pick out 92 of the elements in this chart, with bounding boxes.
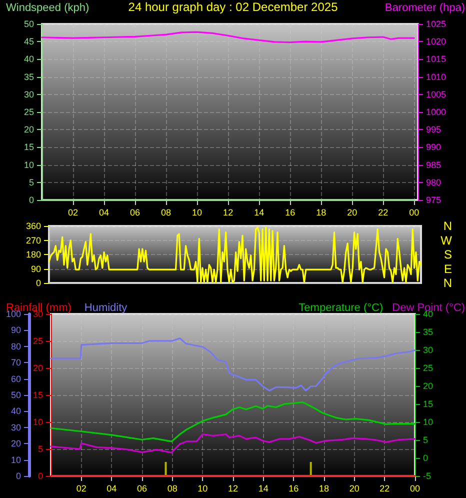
text: N: [443, 219, 452, 233]
y2-tick-label: 20: [423, 381, 434, 391]
y-tick-label: 5: [38, 444, 43, 454]
y2-tick-label: 985: [426, 160, 442, 170]
y2-tick-label: 5: [423, 435, 428, 445]
y-tick-label: 10: [32, 417, 43, 427]
y2-tick-label: 975: [426, 195, 442, 205]
y3-tick-label: 10: [10, 454, 21, 465]
x-tick-label: 14: [258, 484, 268, 494]
chart-title: 24 hour graph day : 02 December 2025: [128, 0, 338, 14]
x-tick-label: 22: [378, 208, 388, 218]
y-tick-label: 15: [24, 142, 34, 152]
text: Temperature (°C): [298, 302, 384, 314]
y2-tick-label: 995: [426, 124, 442, 135]
x-tick-label: 02: [76, 484, 86, 494]
line-series: [48, 226, 422, 284]
y-tick-label: 0: [38, 471, 43, 481]
x-tick-label: 10: [198, 484, 208, 494]
y3-tick-label: 100: [6, 309, 21, 319]
y2-tick-label: 1010: [426, 72, 446, 82]
line-series: [50, 338, 416, 392]
y-tick-label: 20: [24, 124, 34, 135]
x-tick-label: 18: [316, 208, 326, 218]
y-tick-label: 30: [24, 89, 34, 100]
y2-tick-label: 40: [423, 309, 434, 319]
y-tick-label: 50: [24, 19, 34, 29]
y2-tick-label: 25: [423, 363, 434, 373]
y-tick-label: 45: [24, 36, 34, 47]
x-tick-label: 08: [161, 208, 172, 218]
x-tick-label: 00: [410, 484, 420, 494]
y-tick-label: 90: [30, 264, 41, 274]
text: Humidity: [84, 302, 128, 314]
x-tick-label: 18: [318, 484, 330, 494]
y-tick-label: 270: [26, 235, 41, 246]
x-tick-label: 10: [192, 208, 202, 218]
y2-tick-label: 1025: [426, 19, 446, 29]
y2-tick-label: 10: [423, 417, 434, 427]
y-tick-label: 10: [24, 160, 34, 170]
text: Windspeed (kph): [6, 2, 90, 14]
y-tick-label: 0: [36, 278, 41, 288]
y2-tick-label: 980: [426, 177, 442, 188]
y3-tick-label: 30: [10, 422, 21, 432]
x-tick-label: 06: [130, 208, 140, 218]
x-tick-label: 20: [349, 484, 360, 494]
y2-tick-label: -5: [423, 471, 432, 481]
x-tick-label: 04: [99, 208, 110, 218]
y3-tick-label: 50: [10, 390, 21, 400]
y-tick-label: 15: [32, 390, 43, 400]
y2-tick-label: 15: [423, 399, 434, 409]
y-tick-label: 40: [24, 54, 34, 64]
y3-tick-label: 90: [10, 325, 21, 336]
line-series: [41, 31, 415, 44]
x-tick-label: 08: [167, 484, 178, 494]
x-tick-label: 04: [106, 484, 117, 494]
text: S: [444, 248, 452, 262]
x-tick-label: 02: [68, 208, 78, 218]
y3-tick-label: 60: [10, 374, 21, 384]
text: E: [444, 262, 452, 276]
y2-tick-label: 0: [423, 453, 428, 463]
x-tick-label: 00: [409, 208, 420, 218]
y3-tick-label: 80: [10, 341, 21, 352]
x-tick-label: 16: [288, 484, 299, 494]
y-tick-label: 25: [32, 336, 43, 346]
y-tick-label: 25: [24, 107, 34, 117]
y2-tick-label: 1000: [426, 107, 446, 117]
y3-tick-label: 70: [10, 358, 21, 368]
y2-tick-label: 35: [423, 327, 434, 337]
x-tick-label: 16: [285, 208, 296, 218]
y2-tick-label: 990: [426, 142, 442, 152]
y3-tick-label: 20: [10, 438, 21, 449]
y-tick-label: 180: [26, 250, 41, 260]
y2-tick-label: 1020: [426, 36, 446, 47]
y3-tick-label: 0: [16, 471, 21, 481]
y2-tick-label: 1015: [426, 54, 446, 64]
y-tick-label: 35: [24, 72, 34, 82]
y3-tick-label: 40: [10, 406, 21, 416]
text: W: [440, 233, 453, 248]
x-tick-label: 12: [228, 484, 238, 494]
line-series: [50, 433, 416, 454]
text: Barometer (hpa): [384, 2, 466, 14]
x-tick-label: 12: [223, 208, 234, 218]
y2-tick-label: 1005: [426, 89, 446, 100]
x-tick-label: 22: [380, 484, 390, 494]
x-tick-label: 14: [254, 208, 264, 218]
text: N: [443, 276, 452, 290]
x-tick-label: 20: [347, 208, 358, 218]
y-tick-label: 20: [32, 363, 43, 373]
y-tick-label: 0: [28, 195, 34, 205]
y2-tick-label: 30: [423, 345, 434, 355]
y-tick-label: 360: [26, 221, 41, 231]
y-tick-label: 5: [28, 177, 34, 188]
x-tick-label: 06: [136, 484, 148, 494]
